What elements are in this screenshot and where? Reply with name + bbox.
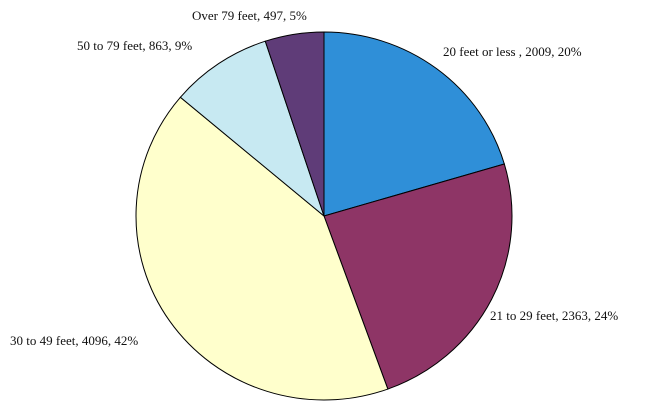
pie-slice-over-79-feet (264, 31, 325, 217)
slice-label: Over 79 feet, 497, 5% (192, 8, 307, 23)
pie-slice-20-feet-or-less (323, 31, 505, 217)
slice-label: 20 feet or less , 2009, 20% (443, 44, 582, 59)
pie-slice-50-to-79-feet (179, 40, 326, 218)
pie-slice-21-to-29-feet (323, 163, 513, 390)
pie-slice-30-to-49-feet (135, 96, 389, 401)
slice-label: 30 to 49 feet, 4096, 42% (10, 333, 138, 348)
slice-label: 50 to 79 feet, 863, 9% (77, 38, 192, 53)
pie-slices (135, 31, 513, 401)
slice-label: 21 to 29 feet, 2363, 24% (490, 308, 618, 323)
slice-labels: 20 feet or less , 2009, 20% 21 to 29 feet… (10, 8, 618, 348)
